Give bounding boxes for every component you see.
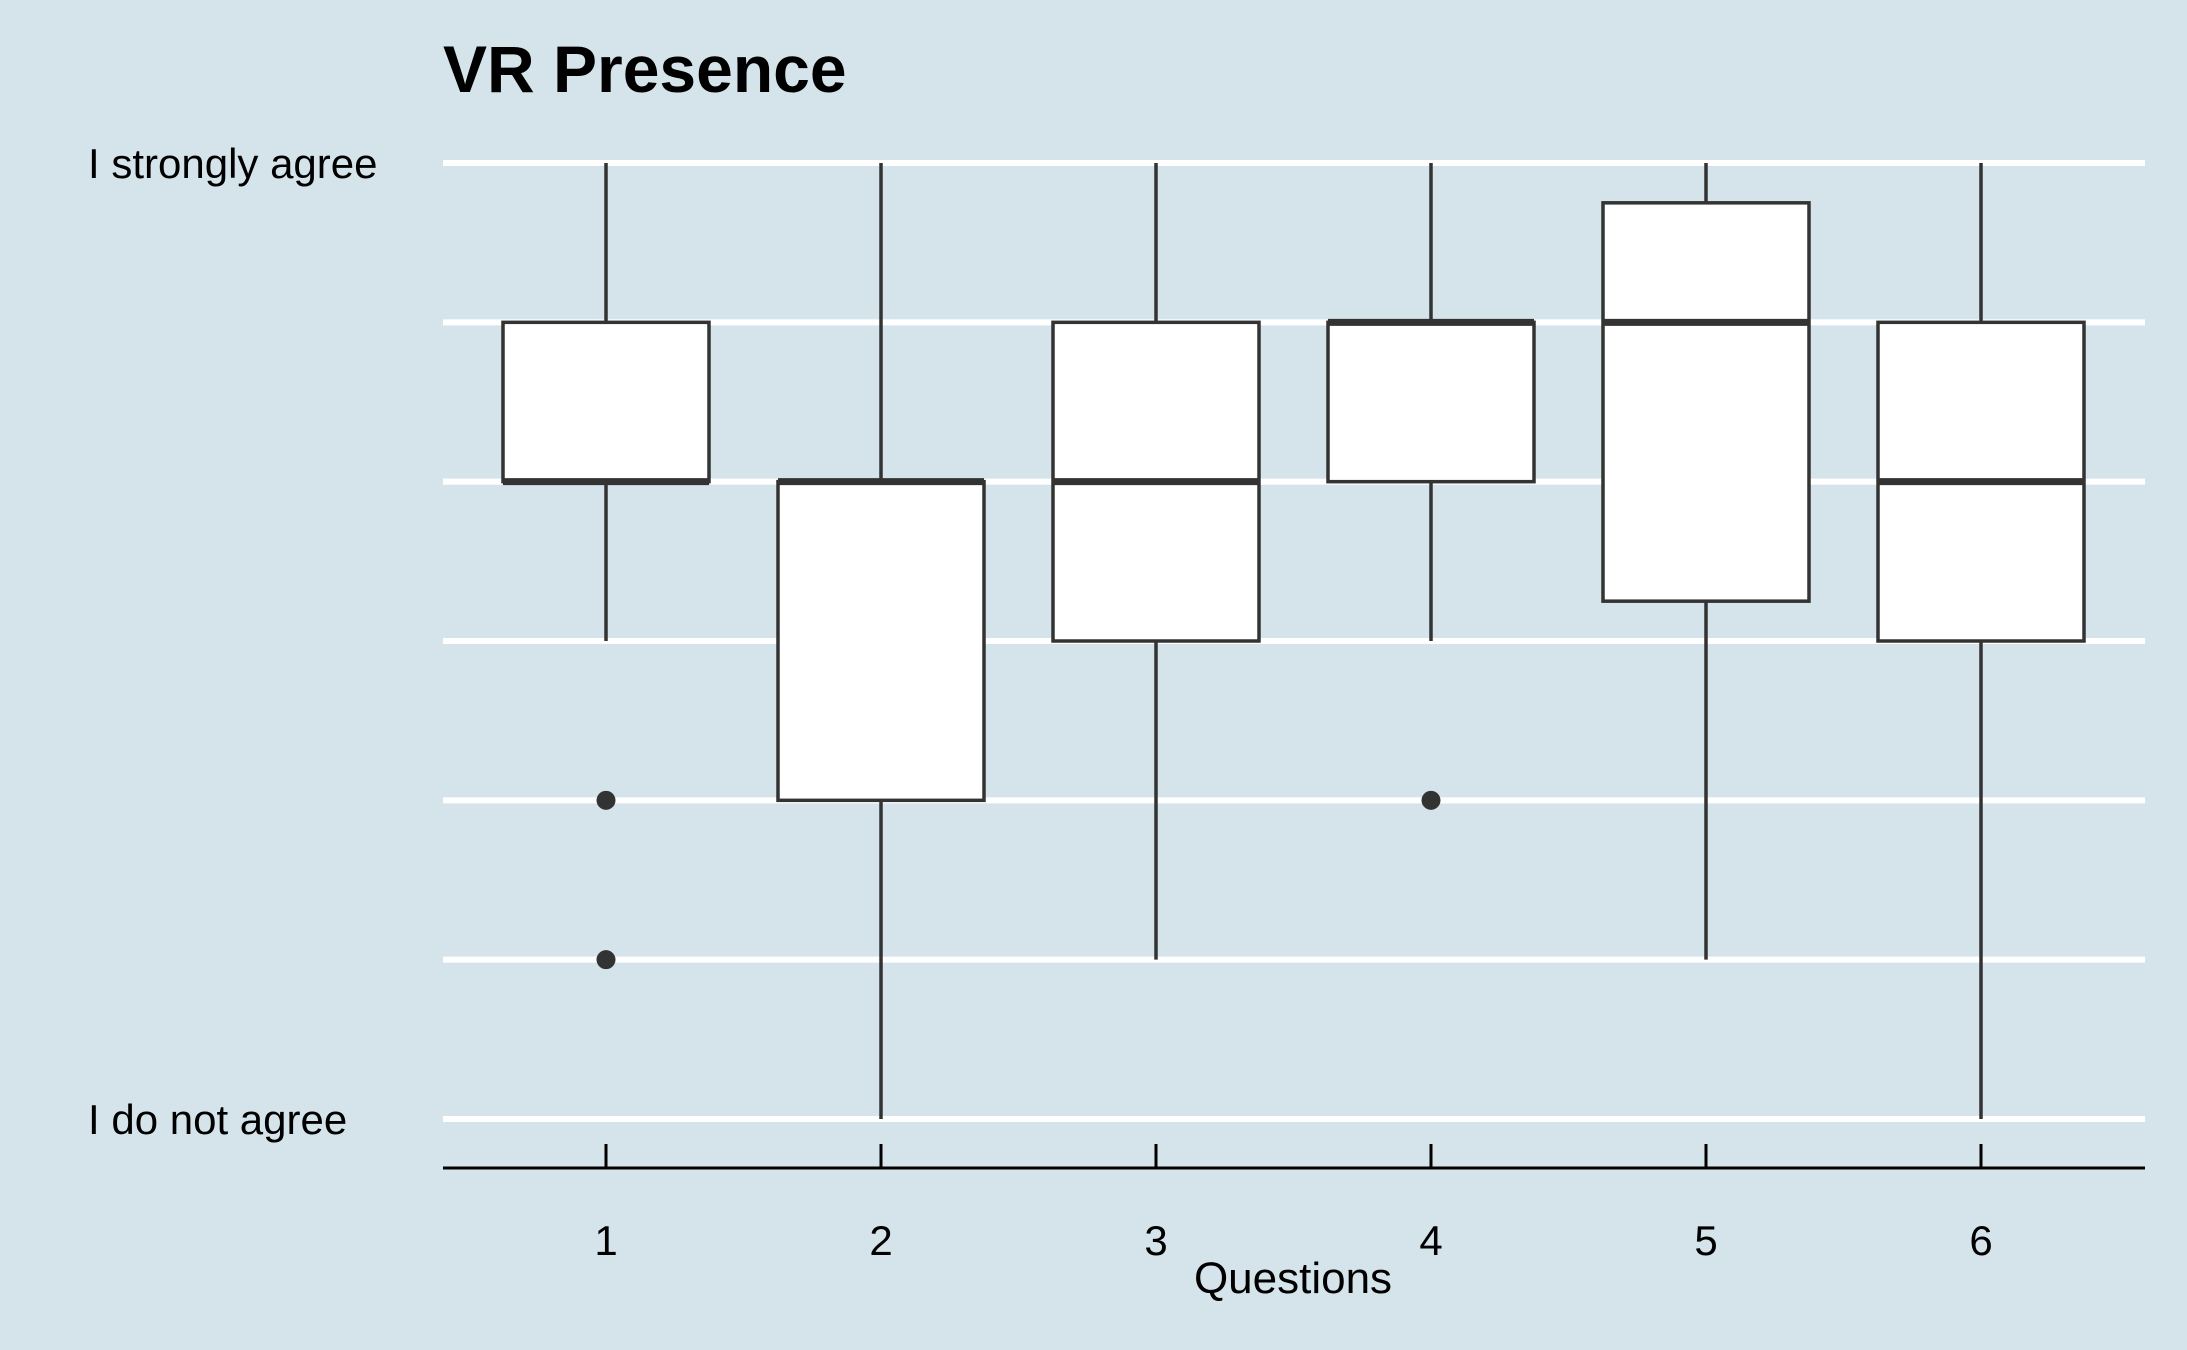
grid-lines — [443, 160, 2145, 1122]
box-iqr — [501, 320, 711, 484]
box-question-6 — [1876, 163, 2086, 1119]
box-question-5 — [1601, 163, 1811, 960]
x-tick-label: 2 — [869, 1217, 892, 1264]
x-tick-label: 1 — [594, 1217, 617, 1264]
y-tick-label: I do not agree — [88, 1096, 347, 1143]
y-tick-label: I strongly agree — [88, 140, 378, 187]
outlier-point — [596, 790, 616, 810]
box-question-4 — [1326, 163, 1536, 810]
box-series — [501, 163, 2086, 1119]
x-tick-label: 3 — [1144, 1217, 1167, 1264]
x-tick-label: 5 — [1694, 1217, 1717, 1264]
x-tick-label: 4 — [1419, 1217, 1442, 1264]
x-axis-ticks: 1 2 3 4 5 6 — [594, 1144, 1993, 1264]
box-question-2 — [776, 163, 986, 1119]
outlier-point — [1421, 790, 1441, 810]
outlier-point — [596, 950, 616, 970]
box-question-1 — [501, 163, 711, 970]
box-iqr — [776, 479, 986, 803]
box-iqr — [1326, 320, 1536, 484]
x-axis-label: Questions — [1194, 1254, 1392, 1303]
box-question-3 — [1051, 163, 1261, 960]
box-iqr — [1601, 201, 1811, 603]
chart-title: VR Presence — [443, 32, 847, 106]
x-tick-label: 6 — [1969, 1217, 1992, 1264]
y-axis-labels: I strongly agree I do not agree — [88, 140, 378, 1143]
